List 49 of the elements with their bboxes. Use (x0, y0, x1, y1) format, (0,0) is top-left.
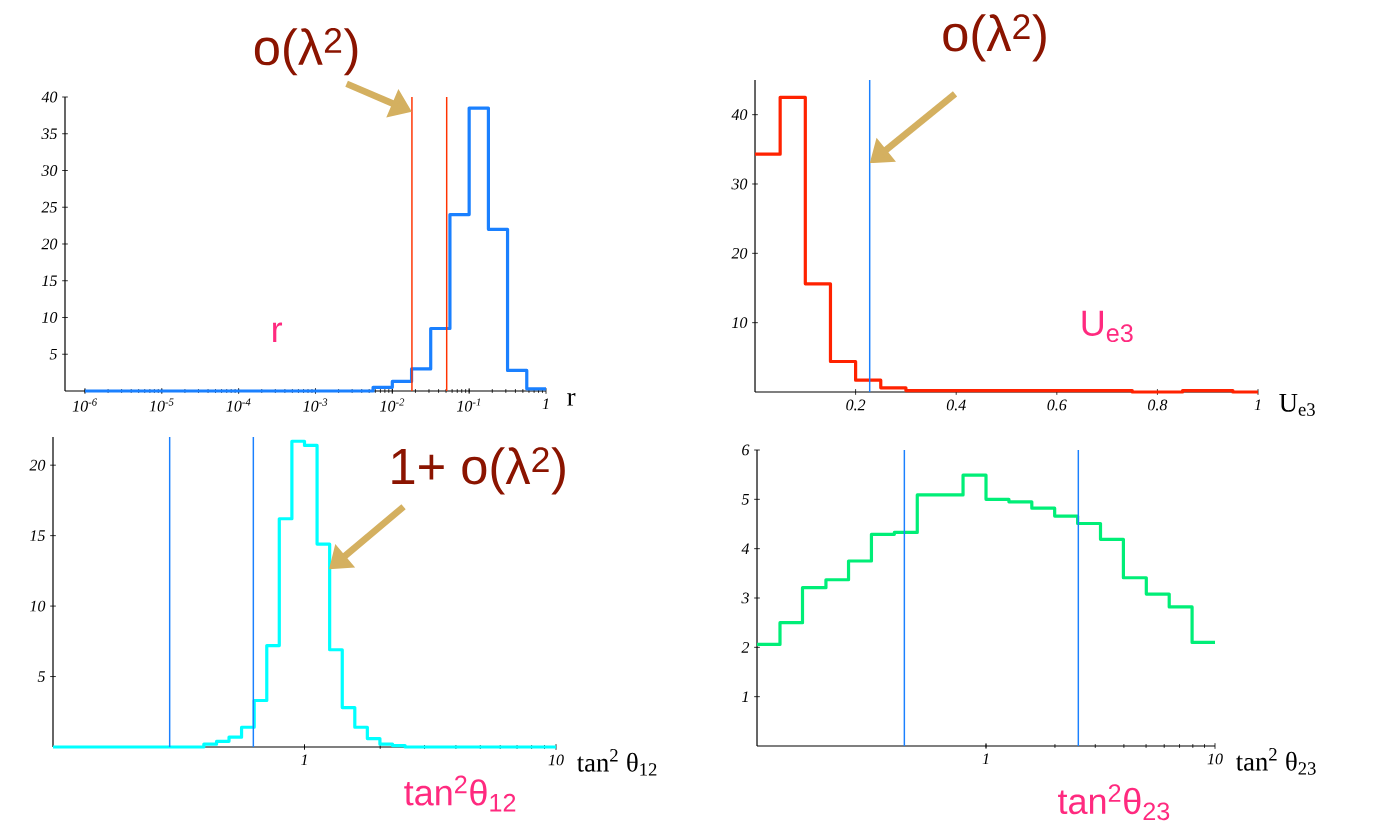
annotation: o(λ$^{2}$) (254, 28, 358, 76)
y-tick-label: 10 (42, 312, 58, 323)
annotation: r (273, 322, 283, 342)
y-tick-label: 5 (37, 671, 45, 682)
x-tick-label: 0.4 (946, 399, 966, 411)
annotation: 1+ o(λ$^{2}$) (392, 447, 565, 495)
y-tick-label: 4 (741, 543, 750, 554)
y-tick-label: 40 (731, 109, 748, 121)
x-tick-label: 10 (1207, 753, 1223, 765)
y-tick-label: 20 (41, 238, 58, 250)
x-tick-label: 10$^{-4}$ (226, 398, 251, 412)
y-tick-label: 5 (741, 494, 749, 505)
y-tick-label: 20 (731, 247, 748, 259)
text: tan$^{2}$θ$_{12}$ (404, 775, 516, 812)
x-axis-title: tan$^{2}$ θ$_{23}$ (1235, 748, 1316, 775)
y-tick-label: 20 (29, 459, 46, 471)
x-tick-label: 10$^{-6}$ (72, 398, 98, 412)
y-tick-label: 10 (30, 600, 46, 612)
annotation: U$_{e3}$ (1082, 310, 1133, 343)
y-tick-label: 5 (49, 348, 57, 360)
text: tan$^{2}$θ$_{23}$ (1058, 784, 1170, 821)
x-axis-title: r (567, 393, 576, 406)
x-tick-label: 1 (542, 398, 549, 410)
x-tick-label: 1 (1254, 399, 1261, 411)
x-tick-label: 10$^{-3}$ (303, 398, 328, 412)
y-tick-label: 15 (42, 275, 57, 287)
y-tick-label: 10 (732, 317, 748, 329)
y-tick-label: 15 (30, 530, 45, 541)
y-tick-label: 25 (41, 201, 57, 213)
y-tick-label: 30 (731, 178, 748, 190)
x-tick-label: 1 (301, 754, 307, 766)
x-tick-label: 1 (982, 753, 989, 765)
annotation: o(λ$^{2}$) (943, 14, 1046, 62)
x-tick-label: 10$^{-1}$ (456, 398, 481, 412)
y-tick-label: 1 (742, 691, 748, 702)
x-tick-label: 0.8 (1148, 399, 1168, 411)
y-tick-label: 40 (41, 91, 58, 103)
x-tick-label: 0.6 (1047, 399, 1067, 411)
x-axis-title: U$_{e3}$ (1279, 394, 1315, 416)
x-tick-label: 10$^{-2}$ (380, 398, 405, 412)
y-tick-label: 35 (41, 128, 57, 140)
x-tick-label: 0.2 (846, 399, 866, 411)
x-axis-title: tan$^{2}$ θ$_{12}$ (576, 749, 657, 776)
y-tick-label: 30 (41, 165, 58, 176)
x-tick-label: 10$^{-5}$ (149, 398, 174, 412)
x-tick-label: 10 (548, 754, 564, 766)
y-tick-label: 6 (742, 444, 750, 456)
y-tick-label: 2 (741, 642, 750, 653)
y-tick-label: 3 (741, 592, 749, 604)
